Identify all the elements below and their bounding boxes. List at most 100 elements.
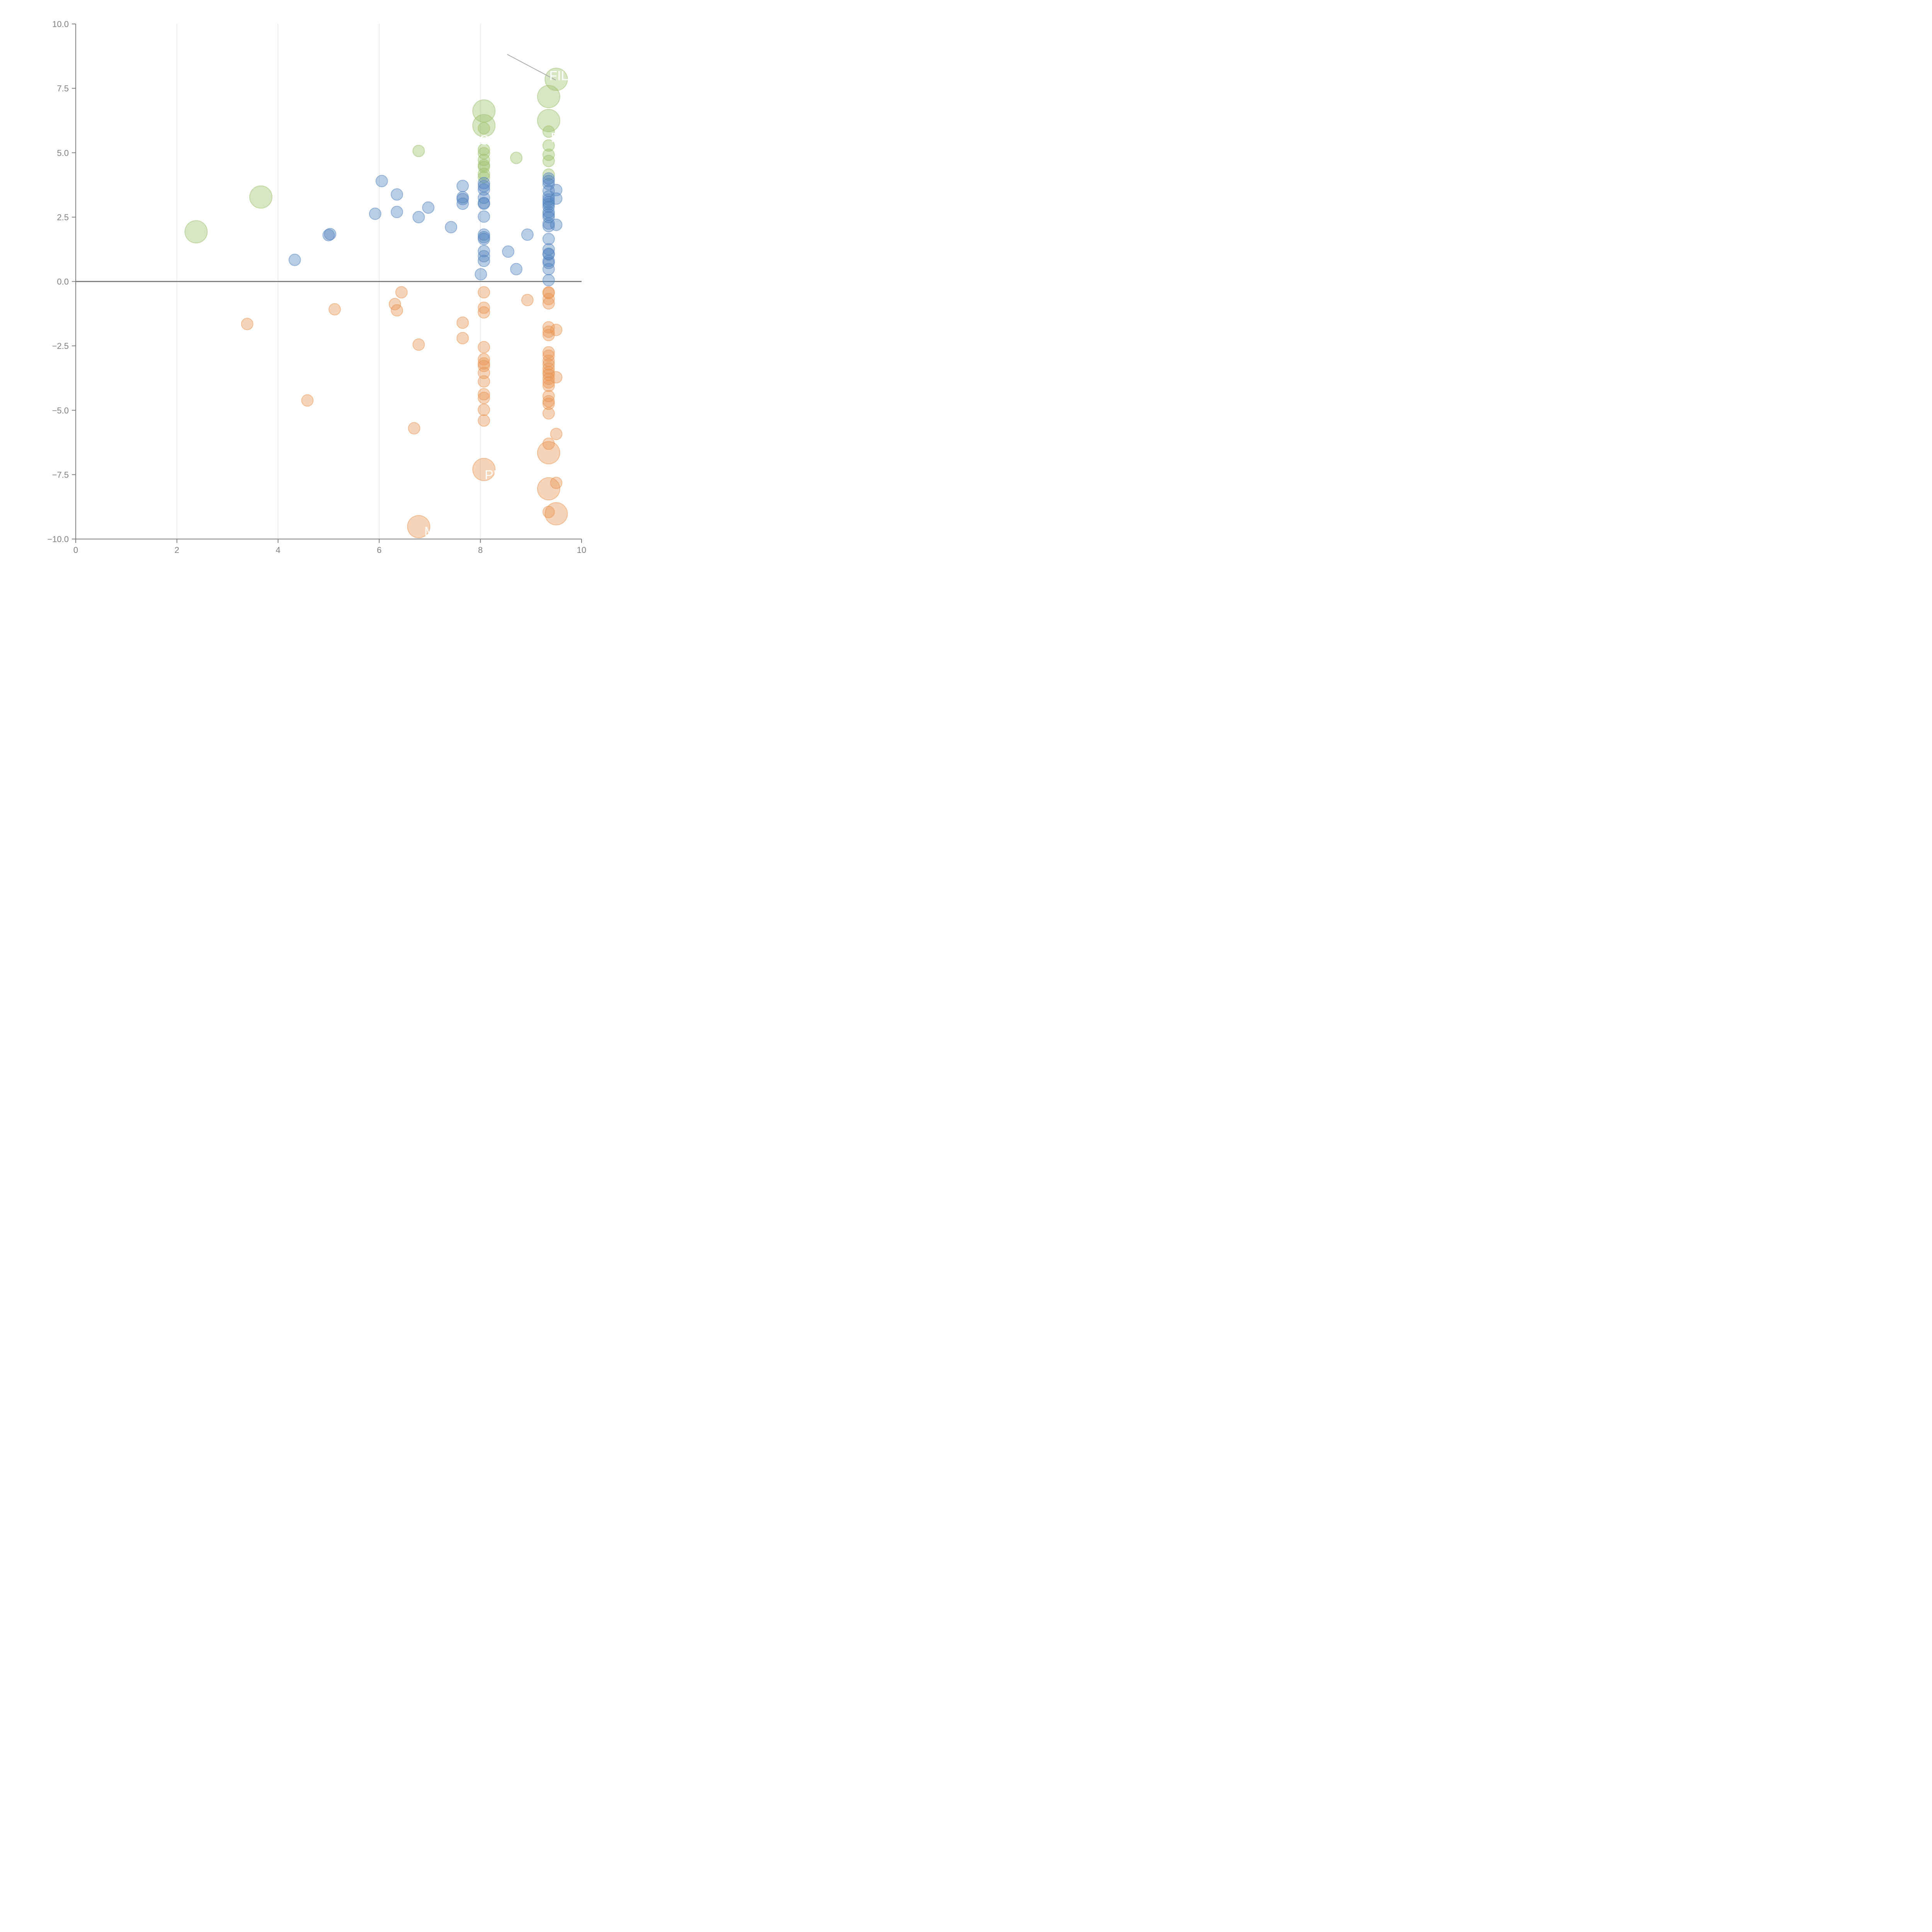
data-point-orange <box>550 428 563 440</box>
x-tick-label: 2 <box>175 545 179 555</box>
bubble-scatter-chart: FIL P O L PF M 0 2 4 6 8 10 10.0 7.5 5.0 2.5 0.0 −2.5 −5.… <box>47 19 586 555</box>
data-point-green <box>510 151 523 164</box>
data-point-green <box>542 168 555 181</box>
x-tick-label: 4 <box>276 545 280 555</box>
data-point-orange <box>478 414 490 427</box>
y-tick-label: −7.5 <box>52 470 69 480</box>
data-point-orange <box>408 422 420 435</box>
y-tick-label: −2.5 <box>52 341 69 351</box>
data-point-green <box>472 114 496 138</box>
data-point-blue <box>375 175 388 187</box>
data-point-blue <box>369 207 381 220</box>
data-point-blue <box>510 263 523 276</box>
data-point-blue <box>542 233 555 245</box>
data-point-blue <box>412 211 425 223</box>
axes: 0 2 4 6 8 10 10.0 7.5 5.0 2.5 0.0 −2.5 −5.0 −7.5 −10.0 <box>47 19 586 555</box>
data-point-blue <box>456 197 469 210</box>
data-point-blue <box>456 180 469 192</box>
data-point-orange <box>328 303 341 316</box>
data-point-blue <box>445 221 457 233</box>
data-point-green <box>542 155 555 167</box>
data-point-blue <box>391 206 403 218</box>
data-point-orange <box>542 398 555 410</box>
y-tick-label: 2.5 <box>57 213 69 222</box>
data-point-orange <box>478 391 490 404</box>
data-point-green <box>478 160 490 173</box>
data-point-blue <box>478 197 490 210</box>
data-point-orange <box>542 407 555 420</box>
data-point-orange <box>456 316 469 329</box>
data-point-blue <box>324 228 337 240</box>
data-point-orange <box>301 394 314 407</box>
data-point-blue <box>550 218 563 231</box>
data-point-orange <box>407 515 430 539</box>
data-point-green <box>544 68 568 91</box>
data-point-orange <box>521 294 534 306</box>
annotations: FIL P O L PF M <box>210 54 568 539</box>
x-tick-label: 10 <box>577 545 586 555</box>
data-point-blue <box>422 201 435 214</box>
annotation-label: FIL <box>549 68 568 83</box>
annotation-label: P <box>551 130 560 145</box>
data-point-orange <box>478 367 490 379</box>
data-point-blue <box>478 245 490 257</box>
data-point-blue <box>542 274 555 287</box>
data-point-orange <box>542 293 555 305</box>
data-point-orange <box>478 388 490 401</box>
data-point-orange <box>456 332 469 345</box>
data-point-orange <box>472 458 496 481</box>
data-point-orange <box>542 372 555 385</box>
data-point-orange <box>391 304 403 317</box>
data-point-orange <box>544 502 568 526</box>
data-point-green <box>478 167 490 180</box>
data-point-orange <box>542 346 555 359</box>
data-points <box>184 68 568 539</box>
data-point-blue <box>542 220 555 233</box>
data-point-blue <box>478 228 490 241</box>
data-point-green <box>478 122 490 134</box>
data-point-blue <box>550 192 563 205</box>
data-point-blue <box>478 177 490 189</box>
y-tick-label: 7.5 <box>57 84 69 94</box>
data-point-orange <box>478 286 490 299</box>
data-point-orange <box>550 476 563 489</box>
annotation-label: L <box>210 221 217 235</box>
data-point-orange <box>542 395 555 408</box>
x-tick-label: 6 <box>377 545 381 555</box>
data-point-orange <box>542 325 555 338</box>
data-point-green <box>542 125 555 138</box>
data-point-orange <box>542 297 555 310</box>
data-point-orange <box>412 338 425 351</box>
data-point-blue <box>456 193 469 206</box>
data-point-blue <box>502 245 515 258</box>
data-point-orange <box>550 371 563 384</box>
data-point-blue <box>542 211 555 223</box>
data-point-orange <box>478 357 490 370</box>
data-point-orange <box>542 437 555 450</box>
y-tick-label: −5.0 <box>52 406 69 415</box>
y-tick-label: −10.0 <box>47 534 69 544</box>
x-tick-label: 8 <box>478 545 483 555</box>
annotation-label: M <box>424 524 435 539</box>
data-point-orange <box>478 375 490 388</box>
data-point-blue <box>478 210 490 223</box>
data-point-green <box>184 220 208 243</box>
data-point-green <box>537 85 560 108</box>
data-point-orange <box>542 379 555 392</box>
data-point-orange <box>478 403 490 416</box>
annotation-label: O <box>479 133 489 148</box>
data-point-orange <box>241 318 253 330</box>
y-tick-label: 5.0 <box>57 148 69 158</box>
y-tick-label: 0.0 <box>57 277 69 287</box>
data-point-blue <box>391 188 403 201</box>
annotation-label: PF <box>485 468 501 482</box>
data-point-blue <box>542 217 555 230</box>
data-point-orange <box>395 286 408 299</box>
data-point-orange <box>478 301 490 314</box>
data-point-green <box>478 143 490 156</box>
y-tick-label: 10.0 <box>52 19 69 29</box>
data-point-blue <box>474 268 487 281</box>
data-point-orange <box>537 477 560 501</box>
data-point-orange <box>542 349 555 362</box>
data-point-orange <box>537 441 560 464</box>
